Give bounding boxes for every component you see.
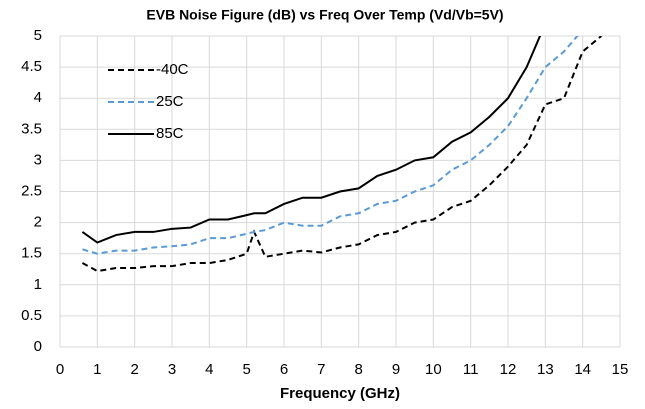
chart-title: EVB Noise Figure (dB) vs Freq Over Temp … bbox=[146, 7, 503, 23]
x-tick-label: 13 bbox=[537, 361, 554, 378]
x-tick-label: 2 bbox=[130, 361, 138, 378]
x-tick-label: 9 bbox=[392, 361, 400, 378]
series-line bbox=[82, 36, 579, 255]
x-tick-label: 14 bbox=[574, 361, 591, 378]
y-tick-label: 4 bbox=[34, 89, 42, 106]
y-tick-label: 0 bbox=[34, 338, 42, 355]
y-tick-label: 2.5 bbox=[21, 182, 42, 199]
legend-label: 85C bbox=[156, 125, 184, 142]
x-tick-label: 7 bbox=[317, 361, 325, 378]
y-tick-label: 0.5 bbox=[21, 307, 42, 324]
legend-label: 25C bbox=[156, 93, 184, 110]
y-tick-label: 3.5 bbox=[21, 120, 42, 137]
y-tick-label: 1.5 bbox=[21, 245, 42, 262]
x-tick-label: 3 bbox=[168, 361, 176, 378]
y-tick-label: 4.5 bbox=[21, 58, 42, 75]
x-tick-label: 15 bbox=[612, 361, 629, 378]
x-tick-label: 4 bbox=[205, 361, 213, 378]
x-axis-label: Frequency (GHz) bbox=[280, 385, 400, 402]
x-tick-label: 8 bbox=[354, 361, 362, 378]
x-tick-label: 11 bbox=[463, 361, 479, 378]
y-tick-label: 2 bbox=[34, 214, 42, 231]
x-tick-label: 0 bbox=[56, 361, 64, 378]
y-tick-label: 5 bbox=[34, 27, 42, 44]
y-tick-label: 1 bbox=[34, 276, 42, 293]
x-tick-label: 5 bbox=[242, 361, 250, 378]
x-tick-label: 10 bbox=[425, 361, 442, 378]
series-line bbox=[81, 36, 542, 244]
legend-label: -40C bbox=[156, 61, 189, 78]
x-tick-label: 1 bbox=[93, 361, 101, 378]
plot-lines bbox=[81, 36, 602, 273]
x-tick-label: 6 bbox=[280, 361, 288, 378]
x-tick-label: 12 bbox=[500, 361, 517, 378]
y-tick-label: 3 bbox=[34, 151, 42, 168]
series-line bbox=[81, 36, 602, 273]
